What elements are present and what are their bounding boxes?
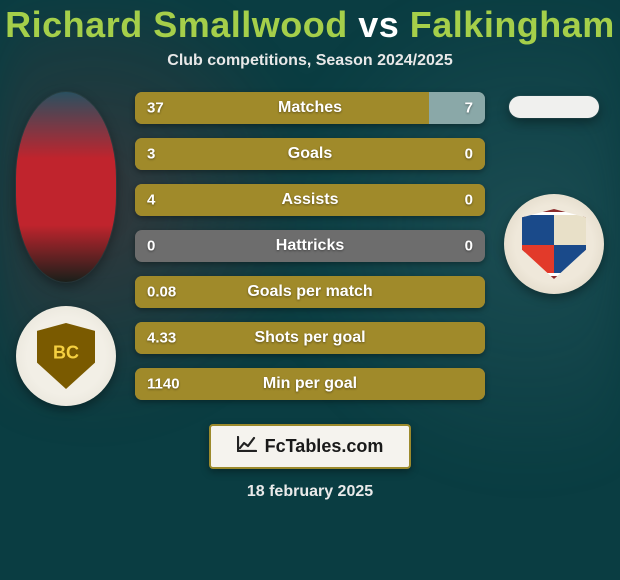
- title-player2: Falkingham: [410, 4, 615, 45]
- date-label: 18 february 2025: [247, 483, 373, 501]
- stat-value-right: 7: [465, 100, 473, 117]
- player1-photo: [16, 92, 116, 282]
- stat-label: Min per goal: [263, 375, 357, 393]
- stat-label: Shots per goal: [254, 329, 365, 347]
- source-badge[interactable]: FcTables.com: [209, 424, 412, 469]
- stat-label: Hattricks: [276, 237, 344, 255]
- stat-value-left: 37: [147, 100, 164, 117]
- source-label: FcTables.com: [265, 436, 384, 457]
- stat-value-left: 3: [147, 146, 155, 163]
- stat-row: 3 0 Goals: [135, 138, 485, 170]
- player2-club-crest: [504, 194, 604, 294]
- stat-value-left: 1140: [147, 376, 180, 393]
- shield-icon: [37, 323, 95, 389]
- stat-row: 4 0 Assists: [135, 184, 485, 216]
- bar-fill-right: [429, 92, 485, 124]
- stat-row: 37 7 Matches: [135, 92, 485, 124]
- player2-photo-placeholder: [509, 96, 599, 118]
- stat-label: Goals: [288, 145, 332, 163]
- shield-icon: [522, 209, 586, 279]
- main-row: 37 7 Matches 3 0 Goals 4 0 Assists 0 0 Hattricks 0.0…: [0, 88, 620, 406]
- subtitle: Club competitions, Season 2024/2025: [167, 52, 452, 70]
- stat-value-left: 4: [147, 192, 155, 209]
- stat-row: 0.08 Goals per match: [135, 276, 485, 308]
- chart-icon: [237, 436, 257, 457]
- stat-value-right: 0: [465, 238, 473, 255]
- title-vs: vs: [358, 4, 410, 45]
- right-side: [499, 88, 609, 294]
- stat-row: 1140 Min per goal: [135, 368, 485, 400]
- stat-row: 4.33 Shots per goal: [135, 322, 485, 354]
- title-player1: Richard Smallwood: [5, 4, 348, 45]
- stat-value-right: 0: [465, 146, 473, 163]
- stat-value-left: 0.08: [147, 284, 176, 301]
- stat-label: Matches: [278, 99, 342, 117]
- stat-label: Goals per match: [247, 283, 372, 301]
- stat-value-left: 4.33: [147, 330, 176, 347]
- stat-value-left: 0: [147, 238, 155, 255]
- stat-label: Assists: [282, 191, 339, 209]
- stat-value-right: 0: [465, 192, 473, 209]
- stat-row: 0 0 Hattricks: [135, 230, 485, 262]
- comparison-card: Richard Smallwood vs Falkingham Club com…: [0, 0, 620, 580]
- left-side: [11, 88, 121, 406]
- page-title: Richard Smallwood vs Falkingham: [5, 4, 615, 46]
- player1-club-crest: [16, 306, 116, 406]
- stat-bars: 37 7 Matches 3 0 Goals 4 0 Assists 0 0 Hattricks 0.0…: [135, 92, 485, 400]
